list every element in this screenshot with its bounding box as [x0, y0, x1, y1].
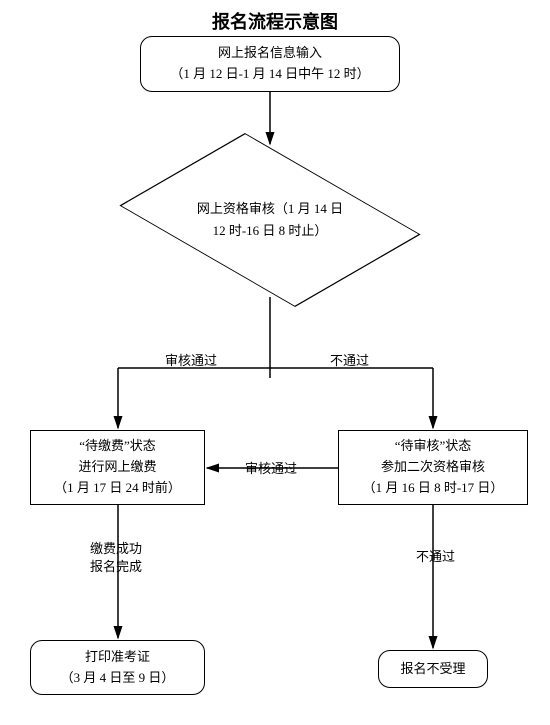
label-fail2: 不通过	[416, 548, 455, 566]
node-second-review: “待审核”状态 参加二次资格审核 （1 月 16 日 8 时-17 日）	[338, 430, 528, 505]
node-reject: 报名不受理	[378, 650, 488, 688]
node-start: 网上报名信息输入 （1 月 12 日-1 月 14 日中午 12 时）	[140, 36, 400, 92]
node-review-line2: 12 时-16 日 8 时止）	[197, 220, 343, 242]
label-pass2: 审核通过	[245, 460, 297, 478]
node-second-review-line1: “待审核”状态	[395, 436, 472, 457]
node-start-line2: （1 月 12 日-1 月 14 日中午 12 时）	[170, 64, 369, 85]
node-second-review-line2: 参加二次资格审核	[381, 457, 485, 478]
label-success: 缴费成功 报名完成	[90, 540, 142, 576]
node-reject-line1: 报名不受理	[400, 659, 465, 680]
node-second-review-line3: （1 月 16 日 8 时-17 日）	[363, 478, 504, 499]
node-print: 打印准考证 （3 月 4 日至 9 日）	[30, 640, 205, 695]
node-pay-line1: “待缴费”状态	[79, 436, 156, 457]
node-review-line1: 网上资格审核（1 月 14 日	[197, 198, 343, 220]
node-print-line2: （3 月 4 日至 9 日）	[61, 668, 175, 689]
page-title: 报名流程示意图	[0, 0, 550, 34]
connectors	[0, 0, 550, 725]
node-start-line1: 网上报名信息输入	[218, 43, 322, 64]
node-review: 网上资格审核（1 月 14 日 12 时-16 日 8 时止）	[95, 145, 445, 295]
node-pay-line3: （1 月 17 日 24 时前）	[54, 478, 181, 499]
node-pay-line2: 进行网上缴费	[78, 457, 156, 478]
label-pass1: 审核通过	[165, 352, 217, 370]
label-fail1: 不通过	[330, 352, 369, 370]
node-pay: “待缴费”状态 进行网上缴费 （1 月 17 日 24 时前）	[30, 430, 205, 505]
node-print-line1: 打印准考证	[85, 647, 150, 668]
